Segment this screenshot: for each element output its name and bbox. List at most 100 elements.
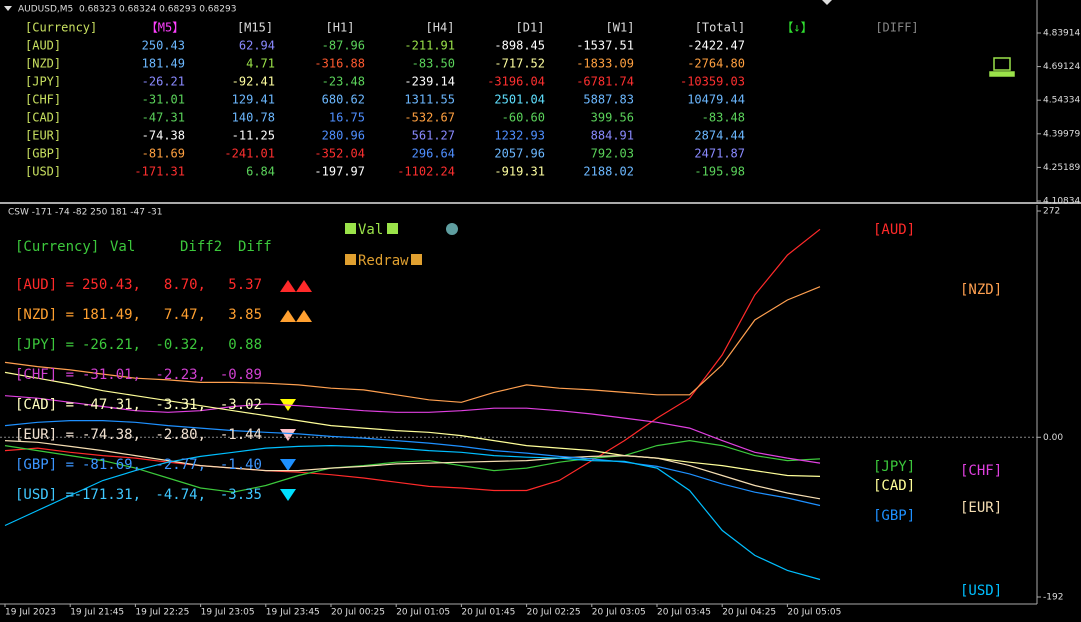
value-cell: -898.45 <box>494 39 545 53</box>
value-cell: 792.03 <box>591 147 634 161</box>
value-cell: 5887.83 <box>583 93 634 107</box>
redraw-button[interactable]: Redraw <box>358 253 409 269</box>
value-cell: -87.96 <box>322 39 365 53</box>
currency-cell: [NZD] <box>25 57 61 71</box>
x-tick-label: 19 Jul 21:45 <box>70 608 124 618</box>
panel-header: Val <box>110 239 135 255</box>
series-line <box>4 228 821 492</box>
axis-label: 4.39979 <box>1043 129 1080 139</box>
val-button-box[interactable] <box>345 223 356 234</box>
panel-cell: 0.88 <box>228 337 262 353</box>
table-header: 【↓】 <box>781 21 812 35</box>
panel-cell: -2.23, <box>155 367 206 383</box>
y-tick-label: -192 <box>1043 593 1063 603</box>
value-cell: 884.91 <box>591 129 634 143</box>
axis-label: 4.83914 <box>1043 29 1080 39</box>
x-tick-label: 20 Jul 01:45 <box>461 608 515 618</box>
x-tick-label: 19 Jul 2023 <box>5 608 56 618</box>
value-cell: 10479.44 <box>687 93 745 107</box>
val-button-box[interactable] <box>387 223 398 234</box>
currency-cell: [USD] <box>25 165 61 179</box>
table-header: [M15] <box>237 21 273 35</box>
x-tick-label: 19 Jul 22:25 <box>135 608 189 618</box>
panel-cell: -4.74, <box>155 487 206 503</box>
value-cell: -195.98 <box>694 165 745 179</box>
series-label: [NZD] <box>960 282 1002 298</box>
value-cell: -2422.47 <box>687 39 745 53</box>
panel-cell: 250.43, <box>82 277 141 293</box>
value-cell: 296.64 <box>412 147 455 161</box>
currency-cell: [AUD] <box>25 39 61 53</box>
value-cell: -239.14 <box>404 75 455 89</box>
status-dot[interactable] <box>446 223 458 235</box>
value-cell: -532.67 <box>404 111 455 125</box>
panel-cell: -1.40 <box>220 457 262 473</box>
value-cell: 680.62 <box>322 93 365 107</box>
series-label: [JPY] <box>873 459 915 475</box>
value-cell: -316.88 <box>314 57 365 71</box>
x-tick-label: 20 Jul 02:25 <box>527 608 581 618</box>
panel-cell: [CAD] = <box>15 397 74 413</box>
axis-label: 4.10834 <box>1043 197 1080 207</box>
panel-cell: -0.32, <box>155 337 206 353</box>
panel-cell: -3.35 <box>220 487 262 503</box>
strength-chart: 272 0.00 -192 19 Jul 2023 19 Jul 21:45 19 Jul… <box>0 207 1063 618</box>
panel-cell: -2.80, <box>155 427 206 443</box>
value-cell: -26.21 <box>142 75 185 89</box>
panel-cell: [CHF] = <box>15 367 74 383</box>
x-tick-label: 20 Jul 03:45 <box>657 608 711 618</box>
value-cell: -1833.09 <box>576 57 634 71</box>
axis-label: 4.54334 <box>1043 96 1080 106</box>
value-cell: -81.69 <box>142 147 185 161</box>
value-cell: -717.52 <box>494 57 545 71</box>
panel-cell: [JPY] = <box>15 337 74 353</box>
panel-cell: -81.69, <box>82 457 141 473</box>
x-tick-label: 20 Jul 00:25 <box>331 608 385 618</box>
value-cell: -10359.03 <box>680 75 745 89</box>
val-button[interactable]: Val <box>358 222 383 238</box>
currency-cell: [CAD] <box>25 111 61 125</box>
currency-cell: [GBP] <box>25 147 61 161</box>
value-cell: -31.01 <box>142 93 185 107</box>
panel-cell: -171.31, <box>74 487 141 503</box>
trend-arrows <box>280 280 312 501</box>
symbol-title: AUDUSD,M5 0.68323 0.68324 0.68293 0.6829… <box>18 5 236 15</box>
value-cell: -83.50 <box>412 57 455 71</box>
table-header: 【M5】 <box>146 21 184 35</box>
series-line <box>4 444 821 581</box>
panel-header: Diff <box>238 239 272 255</box>
laptop-icon[interactable] <box>989 57 1015 77</box>
panel-cell: [USD] = <box>15 487 74 503</box>
value-cell: 2188.02 <box>583 165 634 179</box>
value-cell: -171.31 <box>134 165 185 179</box>
value-cell: -23.48 <box>322 75 365 89</box>
table-header: [DIFF] <box>875 21 918 35</box>
value-cell: 6.84 <box>246 165 275 179</box>
currency-cell: [JPY] <box>25 75 61 89</box>
x-tick-label: 20 Jul 04:25 <box>722 608 776 618</box>
value-cell: -11.25 <box>232 129 275 143</box>
series-label: [USD] <box>960 583 1002 599</box>
value-cell: 16.75 <box>329 111 365 125</box>
series-label: [AUD] <box>873 222 915 238</box>
value-cell: -47.31 <box>142 111 185 125</box>
y-tick-label: 0.00 <box>1043 433 1063 443</box>
value-cell: 62.94 <box>239 39 275 53</box>
value-cell: 399.56 <box>591 111 634 125</box>
chart-title: CSW -171 -74 -82 250 181 -47 -31 <box>8 208 163 218</box>
panel-cell: 181.49, <box>82 307 141 323</box>
panel-cell: [AUD] = <box>15 277 74 293</box>
symbol-arrow[interactable] <box>4 6 12 11</box>
panel-cell: -74.38, <box>82 427 141 443</box>
redraw-button-box[interactable] <box>345 254 356 265</box>
x-tick-label: 19 Jul 23:05 <box>201 608 255 618</box>
value-cell: -6781.74 <box>576 75 634 89</box>
axis-label: 4.69124 <box>1043 62 1080 72</box>
value-cell: -197.97 <box>314 165 365 179</box>
series-line <box>4 420 821 507</box>
value-cell: -60.60 <box>502 111 545 125</box>
value-cell: -1102.24 <box>397 165 455 179</box>
redraw-button-box[interactable] <box>411 254 422 265</box>
panel-header: Diff2 <box>180 239 222 255</box>
